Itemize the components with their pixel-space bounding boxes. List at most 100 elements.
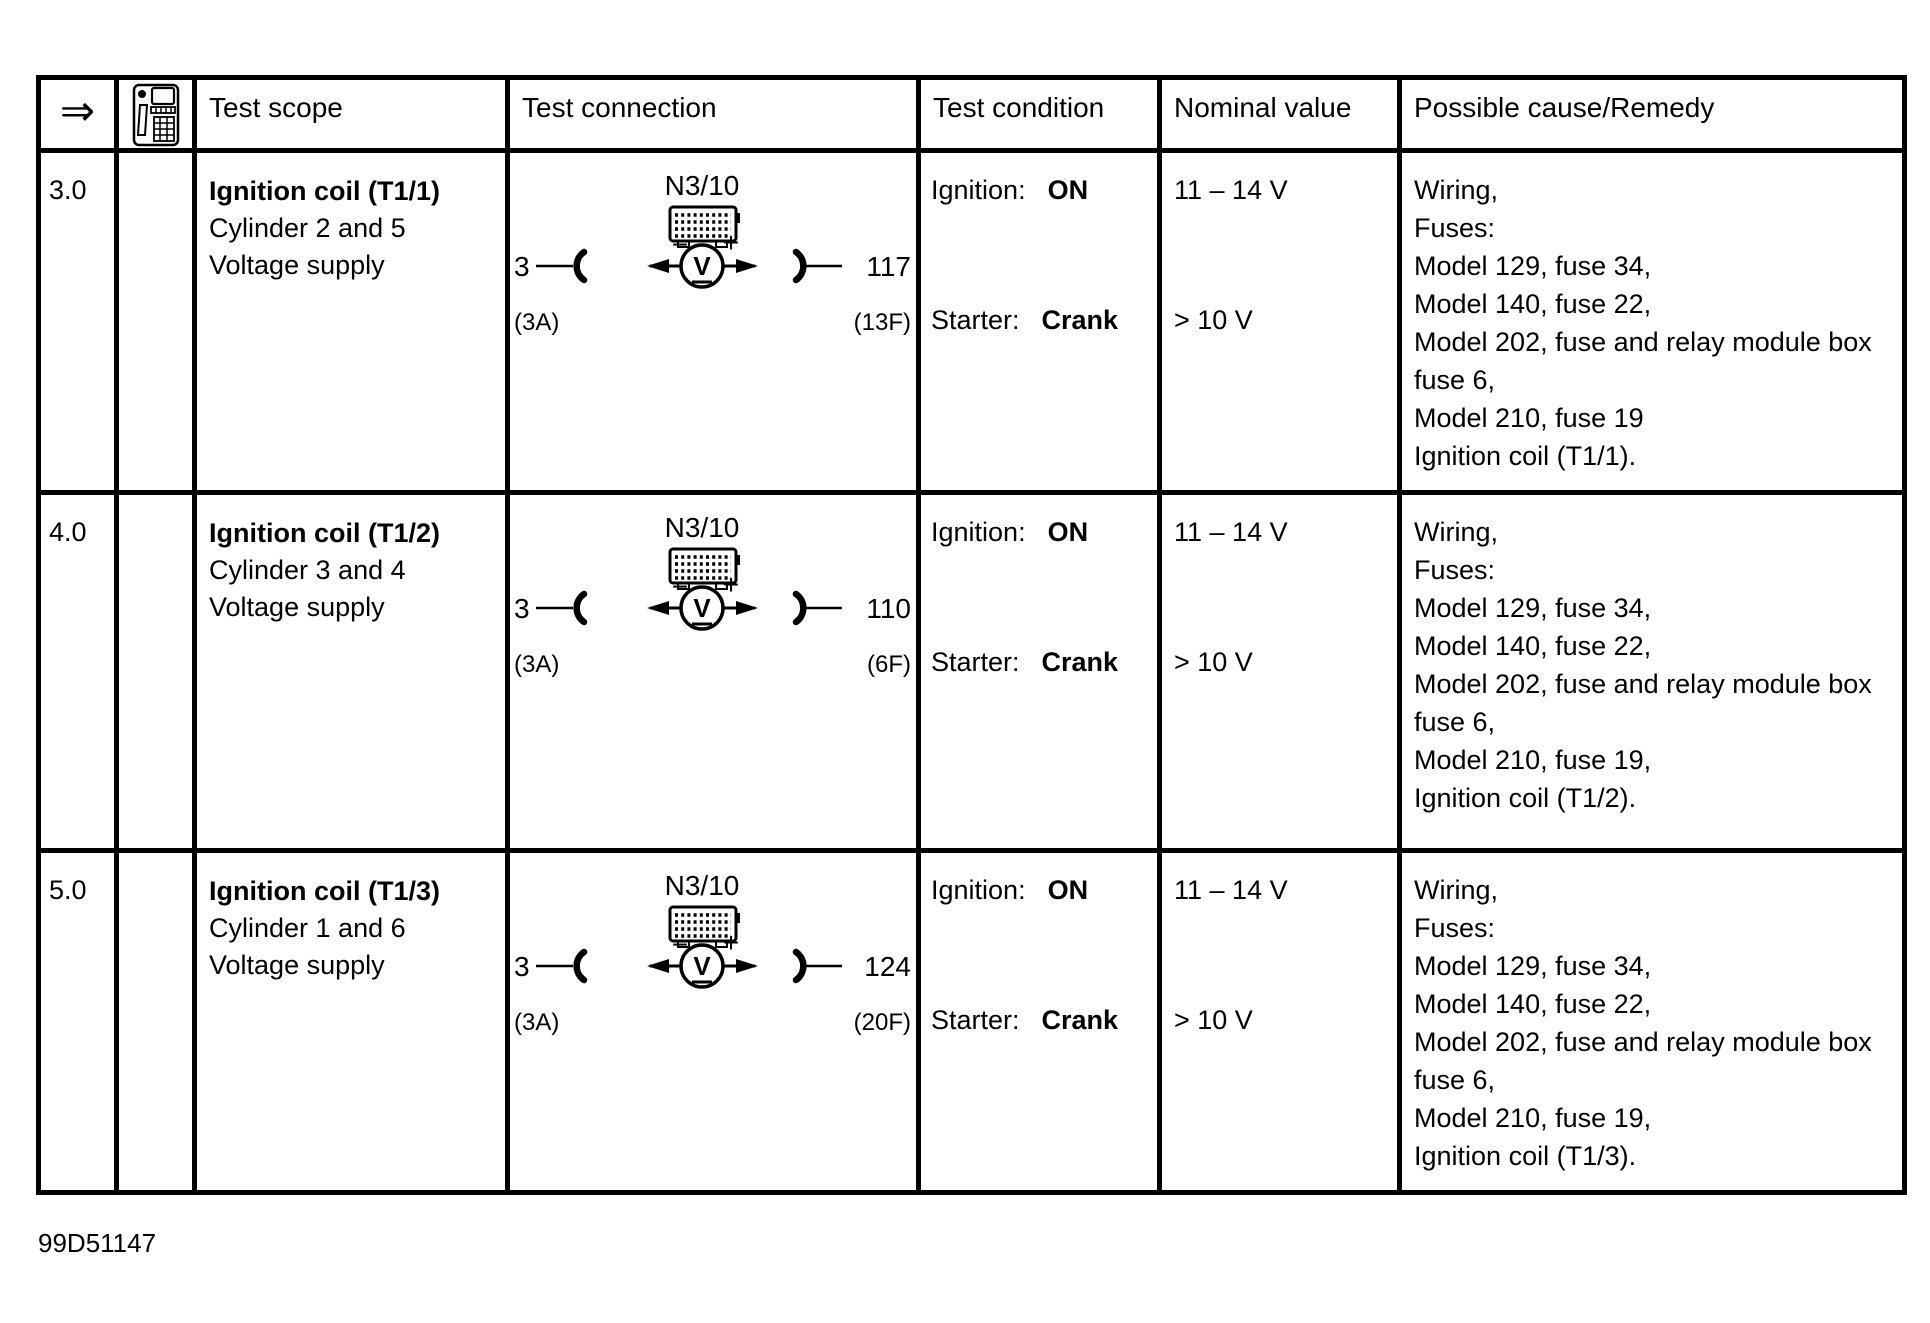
condition-value: ON [1047,875,1089,905]
column-header-test-condition: Test condition [921,80,1162,153]
nominal-value-cell: 11 – 14 V > 10 V [1162,495,1402,853]
control-module-connector-icon [668,547,740,590]
condition-line: Ignition: ON [931,173,1157,207]
right-socket-icon [792,948,807,984]
right-socket-label: (6F) [867,651,911,678]
test-scope-line: Voltage supply [209,250,385,280]
right-socket-icon [792,590,807,626]
test-connection-diagram: N3/10 3 [514,512,911,678]
header-arrow-cell: ⇒ [41,80,119,153]
header-tester-cell [119,80,197,153]
possible-cause-remedy-cell: Wiring, Fuses: Model 129, fuse 34, Model… [1402,853,1902,1190]
column-header-nominal-value: Nominal value [1162,80,1402,153]
condition-label: Ignition: [931,875,1026,905]
plus-sign: + [723,227,739,258]
right-pin-label: 117 [866,251,911,282]
test-connection-cell: N3/10 3 [510,853,921,1190]
left-socket-label: (3A) [514,651,559,678]
test-scope-title: Ignition coil (T1/3) [209,876,440,906]
remedy-line: Ignition coil (T1/2). [1414,783,1637,813]
test-scope-title: Ignition coil (T1/2) [209,518,440,548]
right-socket-label: (20F) [854,1009,911,1036]
test-connection-diagram: N3/10 3 [514,870,911,1036]
voltmeter-label: V [693,251,711,281]
module-label: N3/10 [665,170,740,201]
remedy-line: Wiring, [1414,875,1499,905]
remedy-line: Fuses: [1414,213,1496,243]
condition-value: ON [1047,175,1089,205]
control-module-connector-icon [668,205,740,248]
condition-value: ON [1047,517,1089,547]
test-condition-cell: Ignition: ON Starter: Crank [921,495,1162,853]
remedy-line: Wiring, [1414,517,1499,547]
test-step-number: 5.0 [41,853,119,1190]
left-socket-icon [573,248,588,284]
voltmeter-label: V [693,951,711,981]
condition-label: Ignition: [931,175,1026,205]
module-label: N3/10 [665,870,740,901]
nominal-value-line: > 10 V [1174,647,1253,677]
possible-cause-remedy-cell: Wiring, Fuses: Model 129, fuse 34, Model… [1402,153,1902,495]
tester-column-cell [119,153,197,495]
forward-arrow-icon: ⇒ [59,87,96,134]
nominal-value-cell: 11 – 14 V > 10 V [1162,853,1402,1190]
condition-label: Starter: [931,647,1020,677]
condition-line: Starter: Crank [931,1003,1157,1037]
condition-line: Starter: Crank [931,303,1157,337]
plus-sign: + [723,569,739,600]
left-pin-label: 3 [514,593,530,624]
tester-column-cell [119,853,197,1190]
diagnostic-test-table: ⇒ Test scope Test connection [36,75,1907,1195]
test-scope-line: Voltage supply [209,950,385,980]
left-socket-icon [573,590,588,626]
test-step-number: 4.0 [41,495,119,853]
remedy-line: Model 210, fuse 19, [1414,1103,1652,1133]
possible-cause-remedy-cell: Wiring, Fuses: Model 129, fuse 34, Model… [1402,495,1902,853]
nominal-value-cell: 11 – 14 V > 10 V [1162,153,1402,495]
document-number: 99D51147 [38,1228,157,1258]
remedy-line: Model 140, fuse 22, [1414,289,1652,319]
remedy-line: Fuses: [1414,555,1496,585]
right-socket-label: (13F) [854,309,911,336]
voltmeter-icon: V − + [647,569,758,631]
remedy-line: Model 202, fuse and relay module box fus… [1414,327,1872,395]
condition-label: Starter: [931,305,1020,335]
voltmeter-label: V [693,593,711,623]
test-step-number: 3.0 [41,153,119,495]
remedy-line: Ignition coil (T1/3). [1414,1141,1637,1171]
test-scope-title: Ignition coil (T1/1) [209,176,440,206]
remedy-line: Model 202, fuse and relay module box fus… [1414,669,1872,737]
test-scope-cell: Ignition coil (T1/1) Cylinder 2 and 5 Vo… [197,153,510,495]
test-scope-cell: Ignition coil (T1/2) Cylinder 3 and 4 Vo… [197,495,510,853]
column-header-possible-cause-remedy: Possible cause/Remedy [1402,80,1902,153]
minus-sign: − [672,929,688,960]
minus-sign: − [672,571,688,602]
test-scope-line: Voltage supply [209,592,385,622]
test-connection-cell: N3/10 3 [510,153,921,495]
test-condition-cell: Ignition: ON Starter: Crank [921,853,1162,1190]
nominal-value-line: 11 – 14 V [1174,175,1288,205]
condition-line: Starter: Crank [931,645,1157,679]
remedy-line: Model 210, fuse 19 [1414,403,1644,433]
remedy-line: Model 129, fuse 34, [1414,251,1652,281]
test-scope-cell: Ignition coil (T1/3) Cylinder 1 and 6 Vo… [197,853,510,1190]
test-connection-cell: N3/10 3 [510,495,921,853]
nominal-value-line: > 10 V [1174,1005,1253,1035]
condition-value: Crank [1041,1005,1119,1035]
hand-held-tester-icon [132,83,179,147]
condition-value: Crank [1041,647,1119,677]
minus-sign: − [672,229,688,260]
left-socket-icon [573,948,588,984]
remedy-line: Ignition coil (T1/1). [1414,441,1637,471]
column-header-test-connection: Test connection [510,80,921,153]
condition-label: Starter: [931,1005,1020,1035]
right-pin-label: 110 [866,593,911,624]
module-label: N3/10 [665,512,740,543]
remedy-line: Model 202, fuse and relay module box fus… [1414,1027,1872,1095]
test-scope-line: Cylinder 3 and 4 [209,555,406,585]
plus-sign: + [723,927,739,958]
left-socket-label: (3A) [514,1009,559,1036]
control-module-connector-icon [668,905,740,948]
remedy-line: Model 129, fuse 34, [1414,593,1652,623]
